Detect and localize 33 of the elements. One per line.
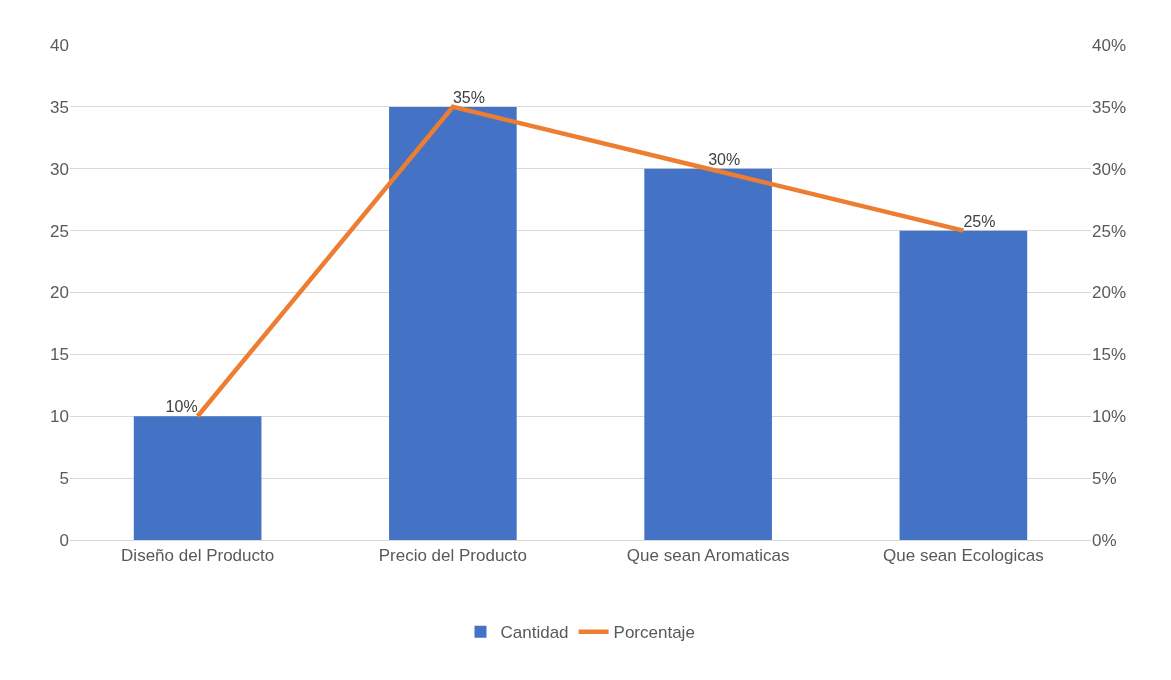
x-tick-label: Que sean Aromaticas [626,546,790,566]
y2-tick-label: 20% [1092,283,1127,303]
legend-label: Cantidad [500,623,569,643]
y-tick-label: 20 [50,283,69,303]
data-label: 25% [963,212,996,230]
bar [899,230,1028,540]
y2-tick-label: 5% [1092,469,1117,489]
y2-tick-label: 25% [1092,221,1127,241]
line-series [195,104,966,419]
data-label: 10% [165,398,198,416]
y2-tick-label: 0% [1092,530,1117,550]
y-tick-label: 5 [59,469,69,489]
y2-tick-label: 15% [1092,345,1127,365]
bar [644,168,772,540]
x-tick-label: Que sean Ecologicas [883,546,1044,566]
data-label: 30% [708,150,741,168]
bar [389,106,517,540]
y2-tick-label: 30% [1092,159,1127,179]
y-tick-label: 40 [50,35,69,55]
y-tick-label: 10 [50,407,69,427]
data-label: 35% [452,88,485,106]
legend-label: Porcentaje [613,623,695,643]
y2-tick-label: 10% [1092,407,1127,427]
x-tick-label: Diseño del Producto [121,546,275,566]
y-tick-label: 15 [50,345,69,365]
y-tick-label: 25 [50,221,69,241]
x-tick-label: Precio del Producto [378,546,528,566]
y-tick-label: 30 [50,159,69,179]
bar [133,416,262,540]
y-tick-label: 35 [50,97,69,117]
y-tick-label: 0 [59,530,69,550]
y2-tick-label: 35% [1092,97,1127,117]
y2-tick-label: 40% [1092,35,1127,55]
